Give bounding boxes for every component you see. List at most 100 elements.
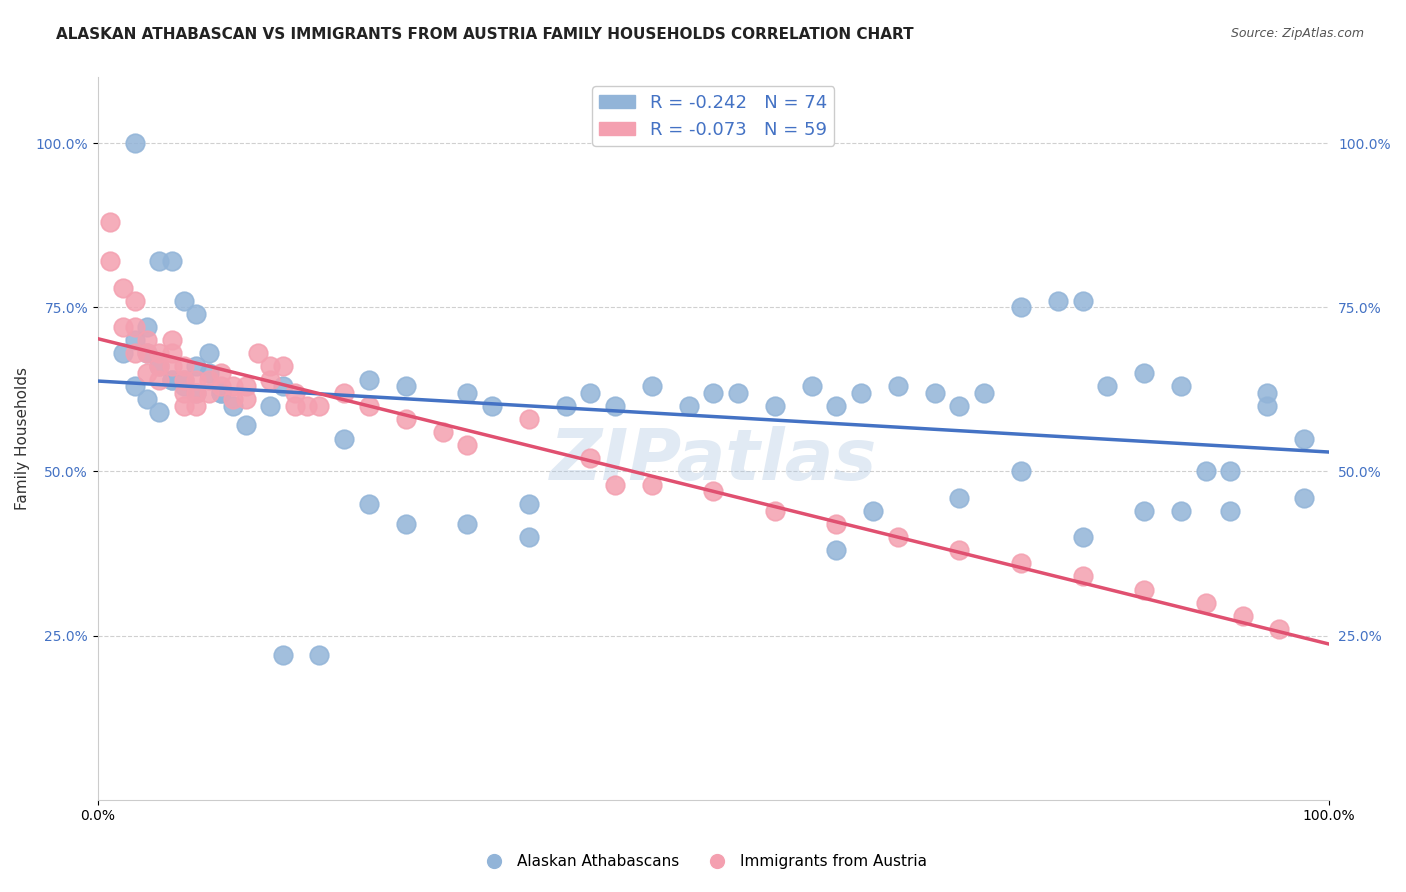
Point: [284, 385, 307, 400]
Point: [357, 372, 380, 386]
Point: [1256, 399, 1278, 413]
Point: [579, 451, 602, 466]
Point: [271, 379, 294, 393]
Point: [456, 438, 478, 452]
Point: [186, 385, 208, 400]
Point: [259, 399, 281, 413]
Point: [148, 405, 170, 419]
Point: [308, 399, 330, 413]
Point: [136, 392, 159, 407]
Point: [186, 307, 208, 321]
Point: [1046, 293, 1069, 308]
Point: [124, 333, 146, 347]
Point: [111, 346, 134, 360]
Point: [579, 385, 602, 400]
Point: [246, 346, 269, 360]
Point: [124, 136, 146, 150]
Point: [727, 385, 749, 400]
Text: Source: ZipAtlas.com: Source: ZipAtlas.com: [1230, 27, 1364, 40]
Point: [160, 359, 183, 374]
Point: [160, 372, 183, 386]
Point: [1268, 622, 1291, 636]
Point: [702, 385, 724, 400]
Point: [678, 399, 700, 413]
Point: [235, 418, 257, 433]
Point: [209, 385, 232, 400]
Point: [800, 379, 823, 393]
Point: [197, 366, 219, 380]
Point: [222, 392, 245, 407]
Point: [186, 372, 208, 386]
Point: [259, 372, 281, 386]
Point: [124, 379, 146, 393]
Point: [136, 333, 159, 347]
Point: [98, 215, 121, 229]
Point: [235, 392, 257, 407]
Point: [394, 412, 416, 426]
Point: [554, 399, 576, 413]
Point: [222, 379, 245, 393]
Point: [98, 254, 121, 268]
Point: [111, 280, 134, 294]
Point: [456, 516, 478, 531]
Point: [173, 359, 195, 374]
Point: [924, 385, 946, 400]
Point: [173, 399, 195, 413]
Point: [111, 320, 134, 334]
Point: [825, 516, 848, 531]
Point: [271, 359, 294, 374]
Point: [148, 359, 170, 374]
Legend: R = -0.242   N = 74, R = -0.073   N = 59: R = -0.242 N = 74, R = -0.073 N = 59: [592, 87, 834, 146]
Point: [1010, 465, 1032, 479]
Point: [136, 320, 159, 334]
Point: [209, 366, 232, 380]
Point: [1219, 504, 1241, 518]
Point: [124, 346, 146, 360]
Point: [160, 254, 183, 268]
Point: [887, 530, 910, 544]
Point: [432, 425, 454, 439]
Point: [1071, 293, 1094, 308]
Point: [186, 359, 208, 374]
Point: [235, 379, 257, 393]
Point: [973, 385, 995, 400]
Point: [641, 379, 664, 393]
Point: [197, 385, 219, 400]
Point: [1219, 465, 1241, 479]
Point: [173, 372, 195, 386]
Point: [1292, 432, 1315, 446]
Point: [394, 379, 416, 393]
Point: [702, 484, 724, 499]
Point: [148, 254, 170, 268]
Point: [209, 379, 232, 393]
Point: [308, 648, 330, 663]
Point: [603, 399, 626, 413]
Point: [222, 399, 245, 413]
Point: [948, 399, 970, 413]
Point: [1256, 385, 1278, 400]
Point: [186, 385, 208, 400]
Point: [1010, 557, 1032, 571]
Point: [173, 379, 195, 393]
Point: [763, 504, 786, 518]
Point: [1133, 504, 1156, 518]
Point: [1232, 608, 1254, 623]
Point: [173, 385, 195, 400]
Point: [136, 346, 159, 360]
Point: [197, 372, 219, 386]
Point: [862, 504, 884, 518]
Point: [259, 359, 281, 374]
Point: [357, 497, 380, 511]
Point: [1170, 504, 1192, 518]
Point: [173, 372, 195, 386]
Point: [1194, 465, 1216, 479]
Point: [1095, 379, 1118, 393]
Point: [1133, 582, 1156, 597]
Point: [160, 372, 183, 386]
Point: [517, 497, 540, 511]
Point: [333, 432, 356, 446]
Point: [825, 399, 848, 413]
Y-axis label: Family Households: Family Households: [15, 368, 30, 510]
Point: [148, 372, 170, 386]
Point: [1071, 569, 1094, 583]
